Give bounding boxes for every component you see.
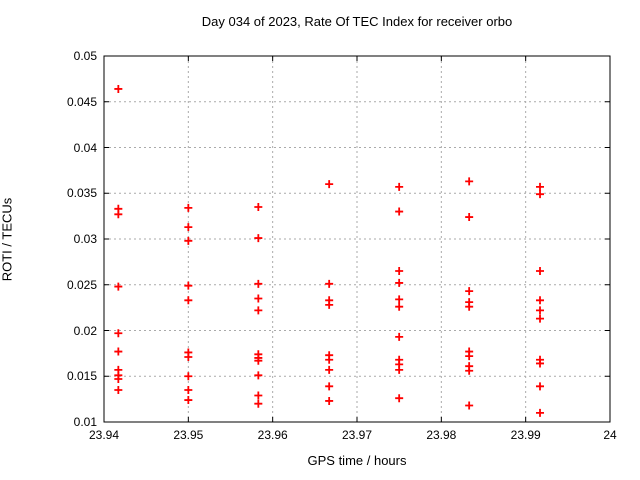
data-point-marker — [465, 366, 474, 375]
data-point-marker — [395, 207, 404, 216]
data-point-marker — [184, 236, 193, 245]
x-tick-label: 23.98 — [426, 428, 457, 442]
data-point-marker — [465, 352, 474, 361]
chart-title: Day 034 of 2023, Rate Of TEC Index for r… — [201, 14, 513, 29]
data-point-marker — [254, 371, 263, 380]
data-point-marker — [254, 294, 263, 303]
y-tick-label: 0.035 — [66, 186, 97, 201]
data-point-marker — [254, 306, 263, 315]
data-point-marker — [254, 391, 263, 400]
data-point-marker — [254, 234, 263, 243]
data-point-marker — [184, 385, 193, 394]
y-tick-label: 0.03 — [73, 232, 97, 246]
data-point-marker — [325, 382, 334, 391]
data-point-marker — [114, 385, 123, 394]
data-point-marker — [395, 295, 404, 304]
y-tick-label: 0.015 — [66, 369, 97, 384]
data-point-marker — [536, 190, 545, 199]
data-point-marker — [465, 177, 474, 186]
data-point-marker — [184, 353, 193, 362]
data-point-marker — [114, 347, 123, 356]
data-point-marker — [184, 223, 193, 232]
data-point-marker — [325, 396, 334, 405]
x-tick-label: 24 — [603, 428, 617, 442]
data-point-marker — [395, 302, 404, 311]
x-axis-label: GPS time / hours — [307, 453, 407, 468]
x-tick-label: 23.97 — [341, 428, 373, 442]
data-point-marker — [395, 365, 404, 374]
data-point-marker — [325, 279, 334, 288]
data-point-marker — [536, 382, 545, 391]
data-point-marker — [536, 359, 545, 368]
data-point-marker — [536, 296, 545, 305]
data-point-marker — [395, 332, 404, 341]
data-point-marker — [395, 182, 404, 191]
data-point-marker — [114, 329, 123, 338]
x-tick-label: 23.99 — [510, 428, 541, 442]
data-point-marker — [536, 182, 545, 191]
data-point-marker — [184, 296, 193, 305]
y-tick-label: 0.01 — [73, 415, 97, 429]
data-point-marker — [325, 365, 334, 374]
y-tick-label: 0.025 — [66, 277, 97, 292]
x-tick-label: 23.95 — [173, 428, 204, 442]
data-point-marker — [395, 394, 404, 403]
data-point-marker — [254, 356, 263, 365]
data-point-marker — [465, 213, 474, 222]
data-point-marker — [114, 84, 123, 93]
data-point-marker — [114, 210, 123, 219]
data-point-marker — [325, 300, 334, 309]
data-point-marker — [254, 399, 263, 408]
data-point-marker — [536, 314, 545, 323]
x-tick-label: 23.96 — [257, 428, 288, 442]
data-point-marker — [184, 396, 193, 405]
data-point-marker — [395, 278, 404, 287]
data-point-marker — [184, 372, 193, 381]
data-point-marker — [465, 287, 474, 296]
data-point-marker — [465, 302, 474, 311]
data-point-marker — [254, 202, 263, 211]
data-point-marker — [184, 203, 193, 212]
data-point-marker — [536, 306, 545, 315]
y-tick-label: 0.02 — [73, 323, 97, 338]
y-tick-label: 0.045 — [66, 94, 97, 109]
data-point-marker — [254, 279, 263, 288]
data-point-marker — [465, 401, 474, 410]
data-point-marker — [184, 281, 193, 290]
data-point-marker — [325, 355, 334, 364]
y-tick-label: 0.04 — [73, 140, 97, 155]
data-point-marker — [114, 282, 123, 291]
data-point-marker — [536, 267, 545, 276]
data-point-marker — [536, 408, 545, 417]
data-point-marker — [395, 267, 404, 276]
data-point-marker — [114, 374, 123, 383]
data-point-marker — [325, 180, 334, 189]
x-tick-label: 23.94 — [88, 428, 120, 442]
y-tick-label: 0.05 — [73, 49, 97, 63]
